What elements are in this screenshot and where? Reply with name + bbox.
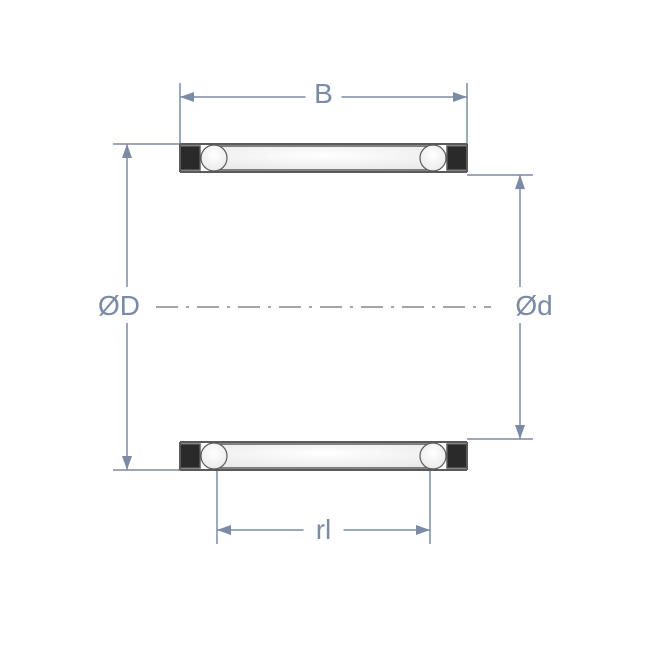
roller-end-stub: [180, 146, 200, 170]
label-D: ØD: [98, 290, 140, 321]
roller-body: [203, 444, 444, 468]
bearing-technical-drawing: Brl ØD Ød: [0, 0, 670, 670]
label-B: B: [314, 78, 333, 109]
label-d: Ød: [515, 290, 552, 321]
roller-body: [203, 146, 444, 170]
roller-end-stub: [180, 444, 200, 468]
label-rl: rl: [316, 514, 332, 545]
roller-end-stub: [447, 146, 467, 170]
roller-end-stub: [447, 444, 467, 468]
